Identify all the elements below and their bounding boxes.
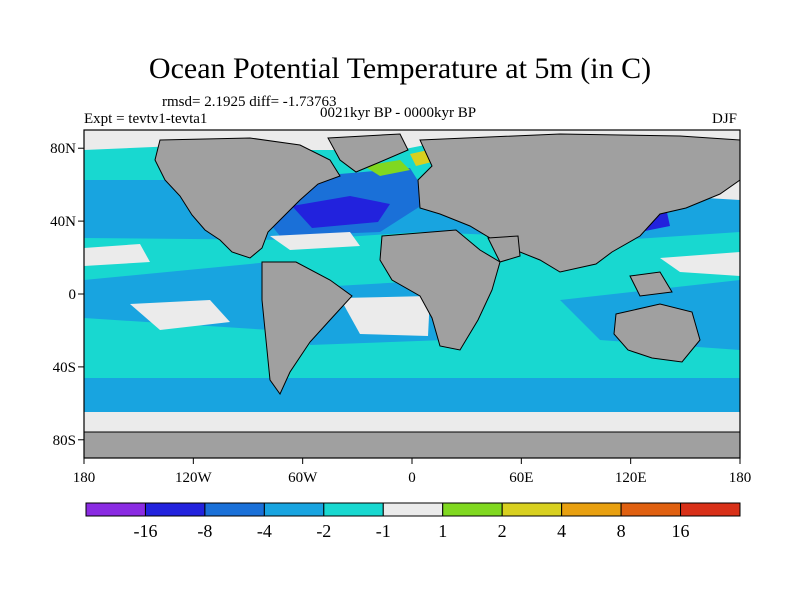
south-america <box>261 261 353 395</box>
subtropical-atlantic-white <box>270 232 360 250</box>
colorbar-label: -4 <box>257 521 272 541</box>
south-atlantic-white <box>340 296 430 336</box>
maritime-continent <box>629 271 673 297</box>
map-area <box>84 130 740 458</box>
south-pacific-white <box>130 300 230 330</box>
lat-tick-label: 80N <box>50 141 76 157</box>
west-pacific-white <box>660 252 740 276</box>
colorbar-swatch <box>382 502 444 517</box>
stats-text: rmsd= 2.1925 diff= -1.73763 <box>162 94 337 110</box>
greenland <box>327 133 409 173</box>
colorbar-label: -1 <box>376 521 391 541</box>
colorbar-swatch <box>144 502 206 517</box>
antarctica <box>84 431 740 458</box>
lon-tick-label: 60E <box>509 470 533 486</box>
colorbar-label: 16 <box>672 521 690 541</box>
colorbar-swatch <box>620 502 682 517</box>
arabia <box>487 235 521 263</box>
lon-tick-label: 180 <box>729 470 752 486</box>
lon-tick-label: 120W <box>175 470 213 486</box>
australia <box>613 303 701 363</box>
colorbar-swatch <box>561 502 622 517</box>
colorbar-swatch <box>442 502 503 517</box>
colorbar-swatch <box>680 502 741 517</box>
antarctic-white <box>84 412 740 432</box>
lat-tick-label: 80S <box>53 433 76 449</box>
colorbar-label: 4 <box>557 521 566 541</box>
north-atlantic-core <box>292 196 390 228</box>
lon-tick-label: 120E <box>615 470 647 486</box>
southern-band <box>84 378 740 412</box>
greenland-sea-warm <box>364 160 410 176</box>
colorbar-swatch <box>263 502 325 517</box>
colorbar-swatch <box>501 502 563 517</box>
north-america <box>154 137 341 259</box>
colorbar-label: 2 <box>498 521 507 541</box>
colorbar-label: -2 <box>316 521 331 541</box>
colorbar-label: 8 <box>617 521 626 541</box>
colorbar-swatch <box>204 502 265 517</box>
colorbar-swatch <box>85 502 146 517</box>
lon-tick-label: 0 <box>408 470 416 486</box>
axis-ticks: 80N 40N 0 40S 80S 180 120W 60W 0 60E 120E 180 <box>50 141 751 486</box>
colorbar-label: -8 <box>197 521 212 541</box>
season-label: DJF <box>712 111 738 127</box>
colorbar-label: -16 <box>133 521 157 541</box>
colorbar: -16 -8 -4 -2 -1 1 2 4 8 16 <box>85 502 741 541</box>
central-pacific-white <box>84 244 150 266</box>
period-label: 0021kyr BP - 0000kyr BP <box>320 105 477 121</box>
experiment-label: Expt = tevtv1-tevta1 <box>84 111 208 127</box>
colorbar-label: 1 <box>438 521 447 541</box>
africa <box>379 229 501 351</box>
lat-tick-label: 40S <box>53 360 76 376</box>
chart-title: Ocean Potential Temperature at 5m (in C) <box>148 52 652 85</box>
colorbar-swatch <box>323 502 384 517</box>
land <box>84 133 740 458</box>
lat-tick-label: 0 <box>69 287 77 303</box>
lat-tick-label: 40N <box>50 214 76 230</box>
lon-tick-label: 60W <box>288 470 318 486</box>
lon-tick-label: 180 <box>73 470 96 486</box>
